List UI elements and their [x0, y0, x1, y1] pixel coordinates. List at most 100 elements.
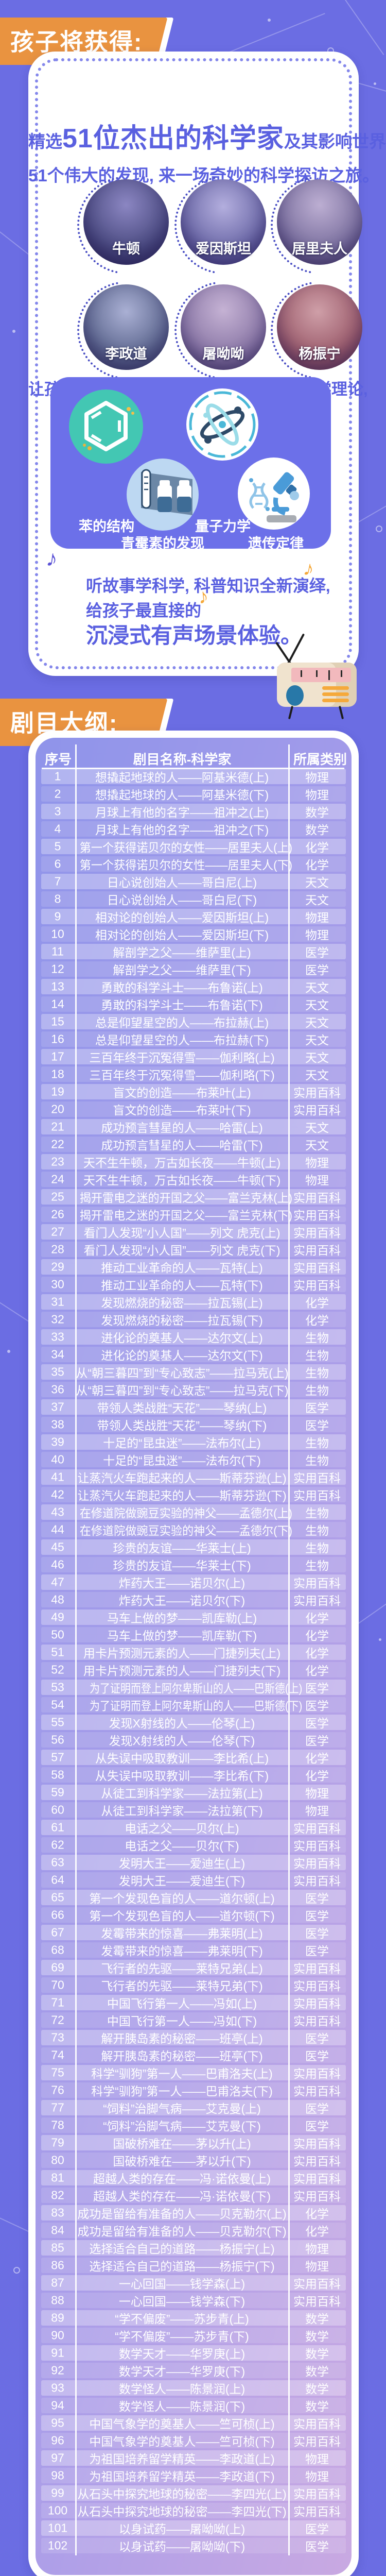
- outline-row: 23 天不生牛顿，万古如长夜——牛顿(上) 物理: [41, 1154, 346, 1170]
- row-number: 90: [51, 2328, 64, 2342]
- row-number: 5: [54, 839, 61, 853]
- row-number: 72: [51, 2013, 64, 2027]
- row-number: 46: [51, 1557, 64, 1571]
- outline-row: 97 为祖国培养留学精英——李政道(上) 物理: [41, 2450, 346, 2466]
- row-number: 2: [54, 787, 61, 801]
- outline-row: 28 看门人发现“小人国”——列文 虎克(下) 实用百科: [41, 1242, 346, 1257]
- row-category: 医学: [305, 963, 329, 977]
- outline-row: 83 成功是留给有准备的人——贝克勒尔(上) 化学: [41, 2205, 346, 2221]
- row-number: 95: [51, 2416, 64, 2430]
- discovery-label: 量子力学: [195, 519, 251, 534]
- outline-row: 92 数学天才——华罗庚(下) 数学: [41, 2363, 346, 2378]
- row-title: 在修道院做豌豆实验的神父——孟德尔(下): [79, 1524, 293, 1537]
- row-title: 一心回国——钱学森(上): [118, 2277, 245, 2291]
- scientist-avatar: 杨振宁: [271, 281, 362, 379]
- row-number: 66: [51, 1908, 64, 1922]
- row-title: 解剖学之父——维萨里(下): [113, 963, 251, 977]
- outline-row: 7 日心说创始人——哥白尼(上) 天文: [41, 874, 346, 889]
- row-number: 19: [51, 1084, 64, 1098]
- row-number: 98: [51, 2468, 64, 2482]
- row-number: 69: [51, 1960, 64, 1974]
- row-title: 炸药大王——诺贝尔(下): [118, 1594, 245, 1607]
- row-category: 天文: [305, 1139, 329, 1152]
- row-number: 52: [51, 1663, 64, 1676]
- outline-row: 3 月球上有他的名字——祖冲之(上) 数学: [41, 804, 346, 819]
- row-category: 物理: [305, 928, 329, 942]
- row-number: 12: [51, 962, 64, 976]
- outline-row: 66 第一个发现色盲的人——道尔顿(下) 医学: [41, 1907, 346, 1923]
- row-category: 医学: [305, 2032, 329, 2045]
- row-number: 27: [51, 1225, 64, 1239]
- row-title: 推动工业革命的人——瓦特(下): [101, 1279, 263, 1292]
- row-number: 96: [51, 2433, 64, 2447]
- outline-row: 61 电话之父——贝尔(上) 实用百科: [41, 1820, 346, 1835]
- outline-row: 20 盲文的创造——布莱叶(下) 实用百科: [41, 1101, 346, 1117]
- row-category: 数学: [305, 2400, 329, 2413]
- row-category: 物理: [305, 2260, 329, 2273]
- outline-row: 14 勇敢的科学斗士——布鲁诺(下) 天文: [41, 996, 346, 1012]
- outline-row: 75 科学“驯狗”第一人——巴甫洛夫(上) 实用百科: [41, 2065, 346, 2080]
- row-title: 从石头中探究地球的秘密——李四光(上): [77, 2487, 287, 2501]
- row-number: 99: [51, 2486, 64, 2500]
- row-category: 实用百科: [293, 2487, 341, 2501]
- row-title: 选择适合自己的道路——杨振宁(下): [89, 2260, 275, 2273]
- outline-row: 1 想撬起地球的人——阿基米德(上) 物理: [41, 769, 346, 784]
- row-category: 物理: [305, 1174, 329, 1187]
- outline-row: 11 解剖学之父——维萨里(上) 医学: [41, 944, 346, 959]
- row-title: 第一个获得诺贝尔的女性——居里夫人(下): [79, 858, 293, 872]
- scientist-name: 爱因斯坦: [196, 241, 251, 257]
- outline-row: 31 发现燃烧的秘密——拉瓦锡(上) 化学: [41, 1294, 346, 1310]
- outline-row: 85 选择适合自己的道路——杨振宁(上) 物理: [41, 2240, 346, 2256]
- outline-row: 100 从石头中探究地球的秘密——李四光(下) 实用百科: [41, 2503, 346, 2518]
- row-category: 实用百科: [293, 1997, 341, 2010]
- outline-row: 74 解开胰岛素的秘密——班亭(下) 医学: [41, 2047, 346, 2063]
- row-number: 102: [47, 2538, 68, 2552]
- discovery-label: 遗传定律: [248, 536, 304, 551]
- row-category: 物理: [305, 1156, 329, 1170]
- row-title: 相对论的创始人——爱因斯坦(上): [95, 911, 269, 924]
- row-category: 实用百科: [293, 1839, 341, 1853]
- row-number: 39: [51, 1435, 64, 1449]
- row-title: 天不生牛顿，万古如长夜——牛顿(下): [83, 1174, 281, 1187]
- row-title: 让蒸汽火车跑起来的人——斯蒂芬逊(上): [77, 1471, 287, 1485]
- row-number: 49: [51, 1610, 64, 1624]
- row-category: 实用百科: [293, 2137, 341, 2150]
- row-title: 发现X射线的人——伦琴(上): [109, 1717, 255, 1730]
- row-number: 20: [51, 1102, 64, 1116]
- row-number: 50: [51, 1628, 64, 1641]
- row-title: 发现燃烧的秘密——拉瓦锡(上): [101, 1296, 263, 1310]
- row-title: 国破桥难在——茅以升(下): [113, 2155, 251, 2168]
- row-title: 带领人类战胜“天花”——琴纳(上): [97, 1401, 267, 1415]
- row-category: 天文: [305, 1016, 329, 1029]
- outline-row: 73 解开胰岛素的秘密——班亭(上) 医学: [41, 2030, 346, 2045]
- row-category: 医学: [305, 2049, 329, 2063]
- row-title: 国破桥难在——茅以升(上): [113, 2137, 251, 2150]
- row-category: 实用百科: [293, 1279, 341, 1292]
- row-title: 发现燃烧的秘密——拉瓦锡(下): [101, 1314, 263, 1327]
- row-title: 马车上做的梦——凯库勒(上): [107, 1612, 257, 1625]
- row-title: 从“朝三暮四”到“专心致志”——拉马克(上): [76, 1366, 289, 1380]
- row-number: 21: [51, 1120, 64, 1133]
- row-title: 总是仰望星空的人——布拉赫(下): [95, 1033, 269, 1047]
- outline-row: 8 日心说创始人——哥白尼(下) 天文: [41, 891, 346, 907]
- row-category: 实用百科: [293, 1594, 341, 1607]
- outline-row: 65 第一个发现色盲的人——道尔顿(上) 医学: [41, 1890, 346, 1905]
- row-title: 成功预言彗星的人——哈雷(上): [101, 1121, 263, 1134]
- outline-row: 48 炸药大王——诺贝尔(下) 实用百科: [41, 1592, 346, 1607]
- row-title: 中国气象学的奠基人——竺可桢(上): [89, 2417, 275, 2431]
- outline-row: 70 飞行者的先驱——莱特兄弟(下) 实用百科: [41, 1977, 346, 1993]
- row-title: 为了证明而登上阿尔卑斯山的人——巴斯德(上): [89, 1682, 303, 1695]
- row-number: 53: [51, 1680, 64, 1694]
- row-category: 医学: [305, 1927, 329, 1940]
- row-category: 物理: [305, 2452, 329, 2466]
- row-category: 生物: [305, 1366, 329, 1380]
- outline-row: 49 马车上做的梦——凯库勒(上) 化学: [41, 1609, 346, 1625]
- scientist-name: 李政道: [105, 346, 147, 362]
- outline-row: 39 十足的“昆虫迷”——法布尔(上) 生物: [41, 1434, 346, 1450]
- outline-row: 72 中国飞行第一人——冯如(下) 实用百科: [41, 2012, 346, 2028]
- row-title: 进化论的奠基人——达尔文(下): [101, 1349, 263, 1362]
- row-category: 实用百科: [293, 1471, 341, 1485]
- row-number: 73: [51, 2030, 64, 2044]
- row-title: 数学怪人——陈景润(下): [118, 2400, 245, 2413]
